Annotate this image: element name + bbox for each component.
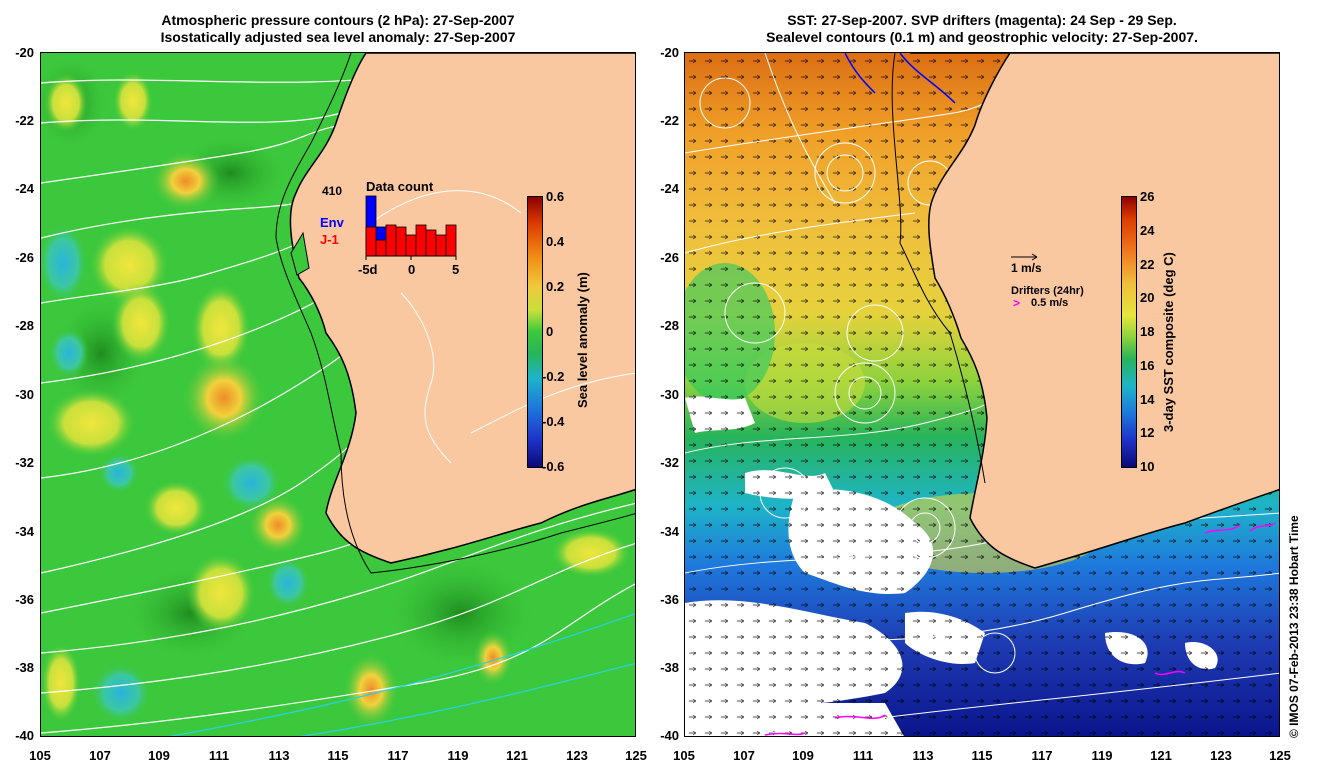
- lat-tick-right: -22: [660, 113, 679, 128]
- right-title-line1: SST: 27-Sep-2007. SVP drifters (magenta)…: [787, 12, 1177, 28]
- lat-tick-right: -20: [660, 45, 679, 60]
- lat-tick-right: -40: [660, 728, 679, 743]
- lat-tick: -22: [15, 113, 34, 128]
- lon-tick: 125: [625, 748, 647, 763]
- lat-tick-right: -30: [660, 387, 679, 402]
- sla-cb-tick: -0.6: [542, 459, 565, 474]
- lon-tick-right: 105: [673, 748, 695, 763]
- lat-tick: -34: [15, 524, 34, 539]
- lat-tick: -26: [15, 250, 34, 265]
- drifters-label: Drifters (24hr): [1011, 285, 1084, 297]
- sst-map[interactable]: [684, 52, 1280, 737]
- imos-credit: © IMOS 07-Feb-2013 23:38 Hobart Time: [1287, 515, 1301, 738]
- lon-tick: 119: [447, 748, 469, 763]
- sst-cb-tick: 24: [1140, 223, 1155, 238]
- drifters-scale-arrow: >: [1013, 296, 1021, 310]
- sst-cb-tick: 12: [1140, 425, 1155, 440]
- left-title-line2: Isostatically adjusted sea level anomaly…: [160, 29, 516, 45]
- right-title: SST: 27-Sep-2007. SVP drifters (magenta)…: [684, 12, 1280, 46]
- sst-map-graphic: [685, 53, 1279, 736]
- lon-tick-right: 111: [852, 748, 874, 763]
- lon-tick-right: 119: [1091, 748, 1113, 763]
- sla-cb-tick: 0.6: [546, 189, 565, 204]
- left-title: Atmospheric pressure contours (2 hPa): 2…: [40, 12, 636, 46]
- sst-cb-tick: 18: [1140, 324, 1155, 339]
- lat-tick: -38: [15, 660, 34, 675]
- lat-tick: -28: [15, 318, 34, 333]
- inset-xtick: 5: [452, 262, 460, 277]
- lat-tick-right: -24: [660, 181, 679, 196]
- lon-tick-right: 121: [1150, 748, 1172, 763]
- inset-title: Data count: [366, 179, 434, 194]
- lon-tick: 123: [566, 748, 588, 763]
- lat-tick: -20: [15, 45, 34, 60]
- lat-tick: -30: [15, 387, 34, 402]
- lat-tick-right: -32: [660, 455, 679, 470]
- lon-tick: 121: [506, 748, 528, 763]
- lon-tick-right: 113: [912, 748, 934, 763]
- lon-tick-right: 117: [1031, 748, 1053, 763]
- sst-cb-tick: 20: [1140, 290, 1155, 305]
- lon-tick-right: 125: [1269, 748, 1291, 763]
- sst-colorbar: [1121, 196, 1137, 468]
- lon-tick-right: 107: [733, 748, 755, 763]
- lon-tick: 115: [327, 748, 349, 763]
- inset-max-label: 410: [322, 184, 343, 198]
- sst-cb-tick: 26: [1140, 189, 1155, 204]
- inset-legend-j1: J-1: [320, 232, 339, 247]
- sla-map[interactable]: [40, 52, 636, 737]
- sst-colorbar-label: 3-day SST composite (deg C): [1161, 252, 1176, 432]
- data-count-inset: 410 Data count Env J-1 -5d 0 5: [320, 178, 470, 278]
- lon-tick: 105: [29, 748, 51, 763]
- lon-tick: 107: [89, 748, 111, 763]
- lon-tick-right: 115: [971, 748, 993, 763]
- sla-cb-tick: 0.4: [546, 234, 565, 249]
- sla-cb-tick: -0.4: [542, 414, 565, 429]
- lon-tick: 113: [268, 748, 290, 763]
- sla-cb-tick: 0.2: [546, 279, 565, 294]
- sst-cb-tick: 14: [1140, 392, 1155, 407]
- lat-tick-right: -28: [660, 318, 679, 333]
- right-title-line2: Sealevel contours (0.1 m) and geostrophi…: [766, 29, 1198, 45]
- sst-cb-tick: 10: [1140, 459, 1155, 474]
- lat-tick-right: -34: [660, 524, 679, 539]
- sst-cb-tick: 16: [1140, 358, 1155, 373]
- lat-tick: -32: [15, 455, 34, 470]
- inset-legend-env: Env: [320, 215, 344, 230]
- lon-tick: 109: [148, 748, 170, 763]
- lat-tick-right: -38: [660, 660, 679, 675]
- inset-xtick: 0: [408, 262, 416, 277]
- lon-tick-right: 123: [1210, 748, 1232, 763]
- sla-colorbar-label: Sea level anomaly (m): [575, 272, 590, 408]
- drifters-scale-label: 0.5 m/s: [1031, 297, 1069, 309]
- lat-tick: -40: [15, 728, 34, 743]
- left-title-line1: Atmospheric pressure contours (2 hPa): 2…: [161, 12, 515, 28]
- lon-tick-right: 109: [792, 748, 814, 763]
- lon-tick: 117: [387, 748, 409, 763]
- sla-colorbar: [527, 196, 543, 468]
- lat-tick-right: -26: [660, 250, 679, 265]
- sla-cb-tick: -0.2: [542, 369, 565, 384]
- sla-map-graphic: [41, 53, 635, 736]
- sst-cb-tick: 22: [1140, 257, 1155, 272]
- sla-cb-tick: 0: [546, 324, 554, 339]
- inset-bars: [365, 195, 457, 260]
- lat-tick: -36: [15, 592, 34, 607]
- lat-tick: -24: [15, 181, 34, 196]
- velocity-scale-arrow: [1011, 253, 1038, 261]
- lat-tick-right: -36: [660, 592, 679, 607]
- inset-xtick: -5d: [358, 262, 378, 277]
- velocity-scale-label: 1 m/s: [1011, 261, 1042, 275]
- lon-tick: 111: [208, 748, 230, 763]
